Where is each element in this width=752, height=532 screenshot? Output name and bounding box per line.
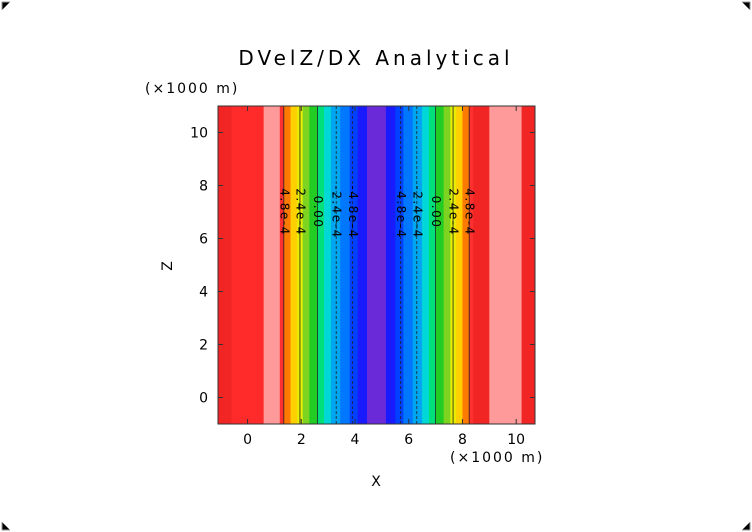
contour-label-8: 2.4e-4 bbox=[447, 188, 461, 235]
heatmap-band-30 bbox=[521, 106, 536, 424]
x-axis-ticks: 0 2 4 6 8 10 bbox=[243, 106, 525, 448]
heatmap-band-9 bbox=[317, 106, 325, 424]
plot-frame bbox=[217, 105, 536, 425]
heatmap-band-13 bbox=[349, 106, 358, 424]
heatmap-band-10 bbox=[324, 106, 332, 424]
contour-label-7: 0.00 bbox=[429, 196, 443, 229]
x-tick-label-3: 6 bbox=[404, 432, 413, 448]
heatmap-band-7 bbox=[302, 106, 310, 424]
heatmap-band-5 bbox=[290, 106, 298, 424]
heatmap-band-22 bbox=[435, 106, 444, 424]
contour-label-0: 4.8e-4 bbox=[277, 188, 291, 235]
heatmap-band-3 bbox=[279, 106, 285, 424]
contour-label-5: -4.8e-4 bbox=[394, 185, 408, 238]
heatmap-band-2 bbox=[263, 106, 281, 424]
y-tick-label-4: 8 bbox=[199, 179, 208, 195]
y-axis-label: Z bbox=[160, 261, 176, 271]
heatmap-band-28 bbox=[473, 106, 490, 424]
heatmap-band-17 bbox=[395, 106, 404, 424]
y-tick-label-1: 2 bbox=[199, 338, 208, 354]
y-axis-ticks: 0 2 4 6 8 10 bbox=[190, 126, 535, 407]
x-tick-label-4: 8 bbox=[458, 432, 467, 448]
x-tick-label-1: 2 bbox=[297, 432, 306, 448]
heatmap-band-29 bbox=[489, 106, 522, 424]
contour-label-2: 0.00 bbox=[311, 196, 325, 229]
heatmap-band-26 bbox=[462, 106, 470, 424]
plot-area: 4.8e-4 2.4e-4 0.00 -2.4e-4 -4.8e-4 -4.8e-4 -2.… bbox=[217, 105, 536, 425]
heatmap-band-27 bbox=[469, 106, 474, 424]
heatmap-band-18 bbox=[403, 106, 414, 424]
heatmap-band-14 bbox=[357, 106, 368, 424]
contour-lines bbox=[283, 106, 470, 424]
heatmap-band-8 bbox=[309, 106, 318, 424]
heatmap-band-21 bbox=[428, 106, 436, 424]
y-tick-label-3: 6 bbox=[199, 232, 208, 248]
contour-label-9: 4.8e-4 bbox=[463, 188, 477, 235]
contour-labels: 4.8e-4 2.4e-4 0.00 -2.4e-4 -4.8e-4 -4.8e-4 -2.… bbox=[277, 185, 476, 238]
contour-label-4: -4.8e-4 bbox=[346, 185, 360, 238]
heatmap-band-0 bbox=[218, 106, 232, 424]
x-unit-label: (×1000 m) bbox=[450, 450, 544, 466]
x-tick-label-2: 4 bbox=[351, 432, 360, 448]
y-tick-label-5: 10 bbox=[190, 126, 208, 142]
heatmap-bands bbox=[218, 106, 536, 424]
heatmap-band-4 bbox=[283, 106, 291, 424]
heatmap-band-12 bbox=[340, 106, 350, 424]
x-tick-label-0: 0 bbox=[243, 432, 252, 448]
chart-title: DVelZ/DX Analytical bbox=[238, 46, 513, 70]
heatmap-band-25 bbox=[455, 106, 463, 424]
heatmap-band-16 bbox=[385, 106, 396, 424]
heatmap-band-20 bbox=[422, 106, 430, 424]
y-tick-label-2: 4 bbox=[199, 285, 208, 301]
contour-label-1: 2.4e-4 bbox=[293, 188, 307, 235]
y-tick-label-0: 0 bbox=[199, 391, 208, 407]
heatmap-band-19 bbox=[412, 106, 423, 424]
heatmap-band-23 bbox=[443, 106, 451, 424]
contour-label-6: -2.4e-4 bbox=[410, 185, 424, 238]
heatmap-band-1 bbox=[231, 106, 264, 424]
x-axis-label: X bbox=[371, 474, 381, 490]
x-tick-label-5: 10 bbox=[507, 432, 525, 448]
y-unit-label: (×1000 m) bbox=[145, 81, 239, 97]
contour-label-3: -2.4e-4 bbox=[330, 185, 344, 238]
heatmap-band-11 bbox=[330, 106, 341, 424]
heatmap-band-15 bbox=[367, 106, 387, 424]
